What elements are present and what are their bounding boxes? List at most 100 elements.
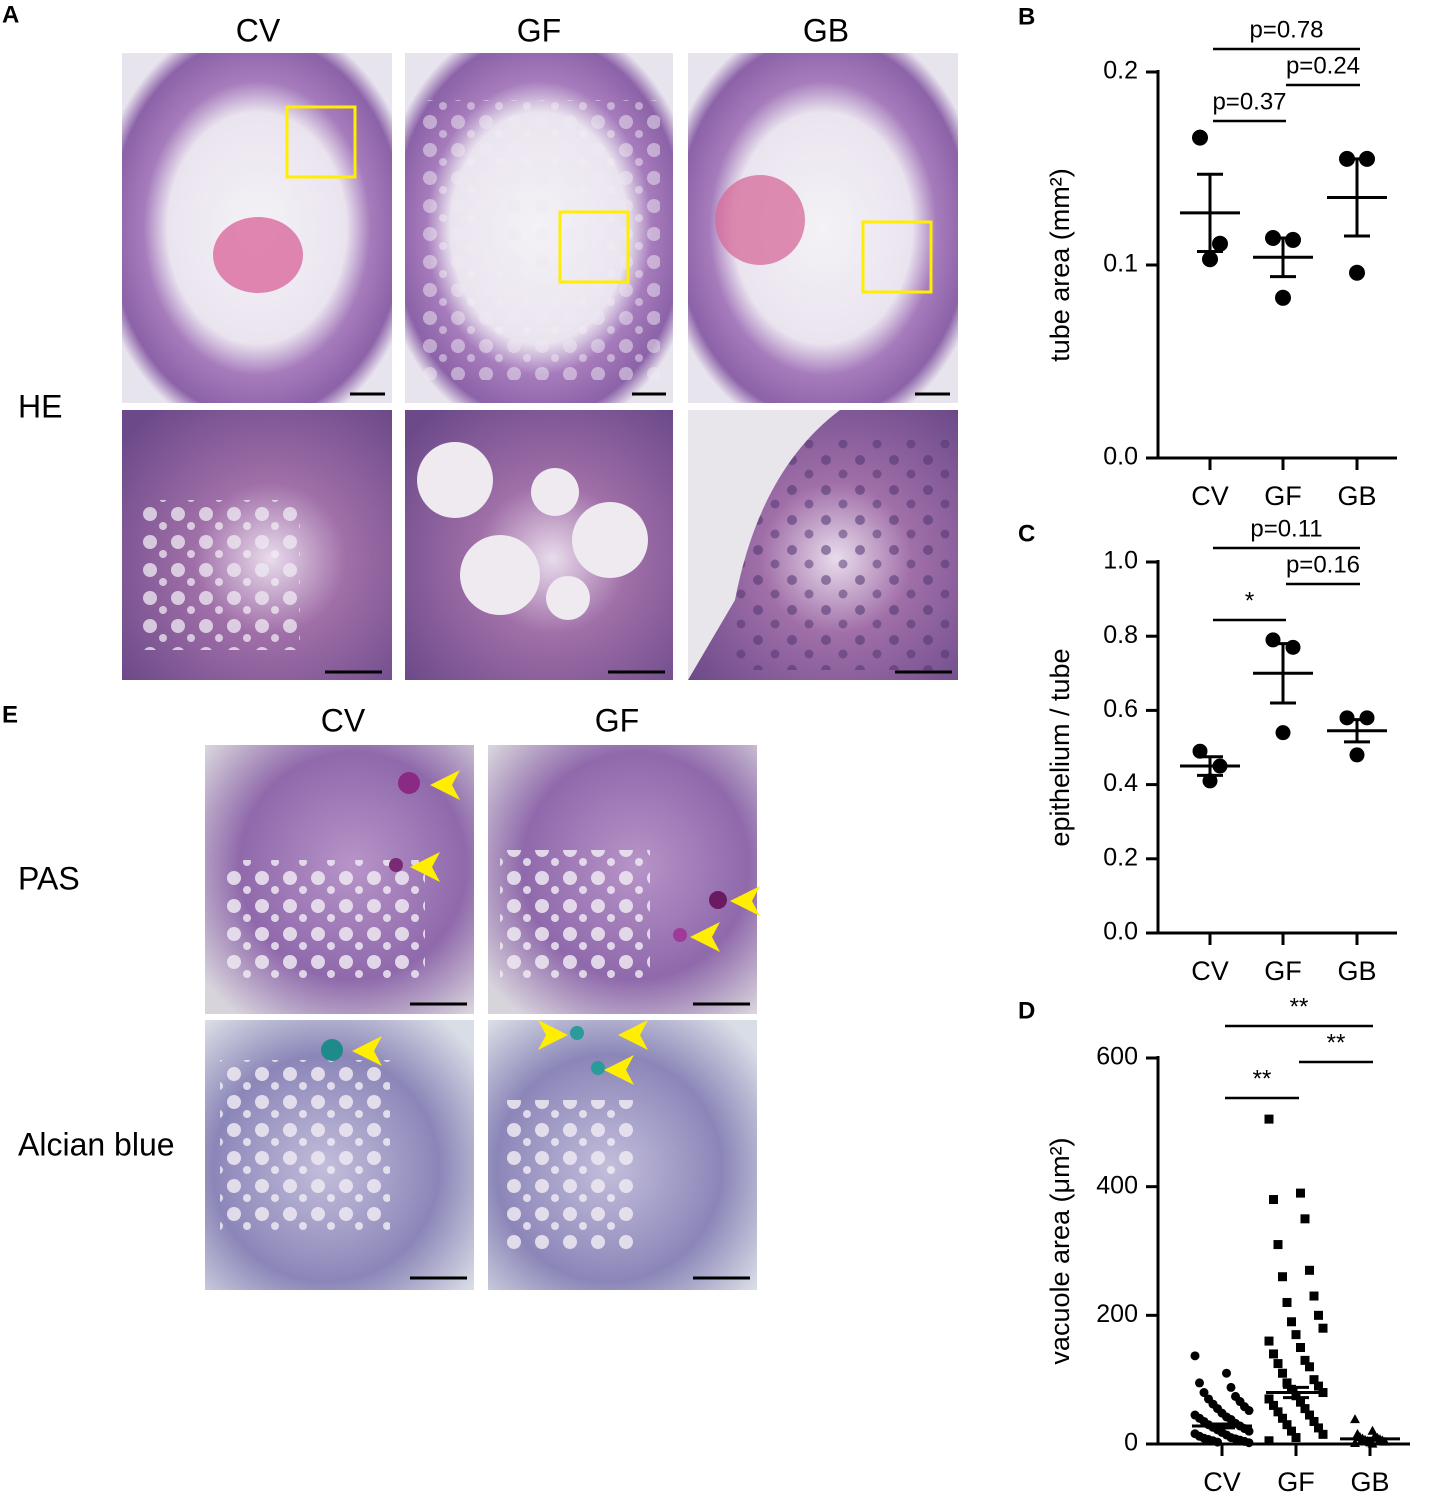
- point: [1287, 1317, 1296, 1327]
- point: [1305, 1362, 1314, 1372]
- image-detail: [688, 410, 840, 680]
- stain-spot: [389, 858, 403, 872]
- x-tick-label: GB: [1350, 1467, 1389, 1497]
- point: [1244, 1426, 1254, 1436]
- y-tick-label: 0.0: [1103, 918, 1138, 946]
- point: [1269, 1349, 1278, 1359]
- y-tick-label: 0.4: [1103, 769, 1138, 797]
- significance-label: p=0.24: [1286, 52, 1360, 79]
- inset-box: [861, 220, 933, 294]
- point: [1291, 1330, 1301, 1340]
- image-detail: [460, 535, 540, 615]
- point: [1282, 1420, 1292, 1430]
- point: [1380, 1436, 1390, 1446]
- significance-label: p=0.78: [1249, 16, 1323, 43]
- panel-letter: C: [1018, 520, 1035, 547]
- point: [1278, 1413, 1287, 1423]
- point: [1212, 235, 1228, 252]
- y-tick-label: 0.2: [1103, 843, 1138, 871]
- stain-spot: [673, 928, 687, 942]
- arrow: [604, 1055, 634, 1085]
- point: [1318, 1429, 1328, 1439]
- point: [1195, 1378, 1204, 1388]
- point: [1282, 1297, 1292, 1307]
- micrographs-stains: [205, 745, 760, 1290]
- point: [1264, 1436, 1274, 1446]
- significance-label: *: [1245, 587, 1254, 614]
- point: [1265, 632, 1281, 648]
- arrows: [352, 770, 760, 1085]
- image-detail: [420, 100, 660, 380]
- x-tick-label: GF: [1264, 956, 1302, 986]
- y-tick-label: 200: [1096, 1300, 1138, 1328]
- image-detail: [572, 502, 648, 578]
- point: [1244, 1406, 1254, 1416]
- point: [1190, 1351, 1200, 1361]
- point: [1305, 1265, 1314, 1275]
- point: [1278, 1272, 1287, 1282]
- point: [1300, 1355, 1310, 1365]
- point: [1192, 743, 1208, 759]
- y-axis-label: vacuole area (μm²): [1045, 1137, 1075, 1364]
- point: [1273, 1359, 1283, 1369]
- arrow: [410, 852, 440, 882]
- point: [1305, 1410, 1314, 1420]
- image-detail: [220, 1060, 390, 1230]
- point: [1309, 1375, 1319, 1385]
- y-tick-label: 0.2: [1103, 57, 1138, 85]
- point: [1296, 1397, 1305, 1407]
- inset-box: [558, 210, 630, 284]
- point: [1314, 1310, 1323, 1320]
- x-tick-label: GF: [1277, 1467, 1315, 1497]
- x-tick-label: CV: [1191, 481, 1229, 511]
- point: [1300, 1404, 1310, 1414]
- row-label: HE: [18, 388, 62, 424]
- x-tick-label: GF: [1264, 481, 1302, 511]
- y-tick-label: 0.1: [1103, 250, 1138, 278]
- column-label: GF: [595, 702, 639, 738]
- y-tick-label: 600: [1096, 1043, 1138, 1071]
- point: [1275, 725, 1291, 741]
- column-label: GF: [517, 12, 561, 48]
- point: [1296, 1188, 1305, 1198]
- significance-label: p=0.11: [1250, 515, 1322, 542]
- point: [1244, 1438, 1254, 1448]
- image-detail: [715, 175, 805, 265]
- column-label: CV: [321, 702, 366, 738]
- point: [1291, 1433, 1301, 1443]
- y-axis-label: tube area (mm²): [1045, 168, 1075, 362]
- y-tick-label: 0: [1124, 1429, 1138, 1457]
- image-detail: [500, 850, 650, 980]
- point: [1273, 1407, 1283, 1417]
- x-tick-label: GB: [1337, 956, 1376, 986]
- image-detail: [417, 442, 493, 518]
- stain-spot: [570, 1026, 584, 1040]
- point: [1339, 710, 1355, 726]
- image-detail: [505, 1100, 635, 1250]
- inset-box: [285, 105, 357, 179]
- point: [1269, 1195, 1278, 1205]
- arrow: [690, 922, 720, 952]
- y-axis-label: epithelium / tube: [1045, 648, 1075, 846]
- arrow: [538, 1020, 568, 1050]
- point: [1309, 1416, 1319, 1426]
- point: [1287, 1426, 1296, 1436]
- image-detail: [225, 860, 425, 980]
- point: [1264, 1394, 1274, 1404]
- column-label: CV: [236, 12, 281, 48]
- panel-letter: D: [1018, 997, 1035, 1024]
- x-tick-label: GB: [1337, 481, 1376, 511]
- point: [1202, 773, 1218, 789]
- stain-spot: [321, 1039, 343, 1061]
- stain-spot: [591, 1061, 605, 1075]
- point: [1318, 1323, 1328, 1333]
- point: [1222, 1368, 1231, 1378]
- y-tick-label: 0.6: [1103, 695, 1138, 723]
- x-tick-label: CV: [1191, 956, 1229, 986]
- point: [1349, 264, 1365, 281]
- y-tick-label: 0.0: [1103, 443, 1138, 471]
- stain-spot: [709, 891, 727, 909]
- panel-letter: A: [2, 1, 19, 28]
- point: [1300, 1214, 1310, 1224]
